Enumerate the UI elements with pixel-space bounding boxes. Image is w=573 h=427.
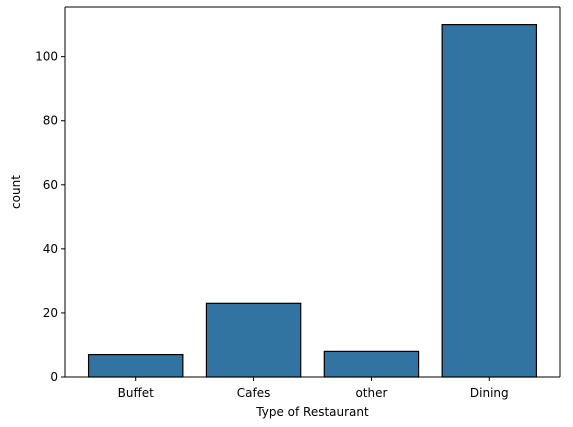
x-ticks-group: Buffet Cafes other Dining: [118, 377, 509, 400]
x-tick-label: Dining: [470, 386, 509, 400]
x-tick-label: Cafes: [237, 386, 271, 400]
bar-other: [323, 350, 420, 378]
y-ticks-group: 0 20 40 60 80 100: [35, 50, 65, 384]
y-tick-label: 0: [50, 370, 58, 384]
axes-group: [64, 6, 561, 378]
y-axis-label: count: [9, 175, 23, 209]
x-tick-label: Buffet: [118, 386, 154, 400]
y-tick-label: 40: [43, 242, 58, 256]
y-tick-label: 80: [43, 114, 58, 128]
bar-dining: [441, 24, 538, 378]
x-axis-label: Type of Restaurant: [255, 405, 369, 419]
bar-buffet: [87, 353, 184, 378]
x-tick-label: other: [355, 386, 387, 400]
y-tick-label: 60: [43, 178, 58, 192]
y-tick-label: 100: [35, 50, 58, 64]
bars-group: [87, 24, 538, 378]
y-tick-label: 20: [43, 306, 58, 320]
bar-cafes: [205, 302, 302, 378]
